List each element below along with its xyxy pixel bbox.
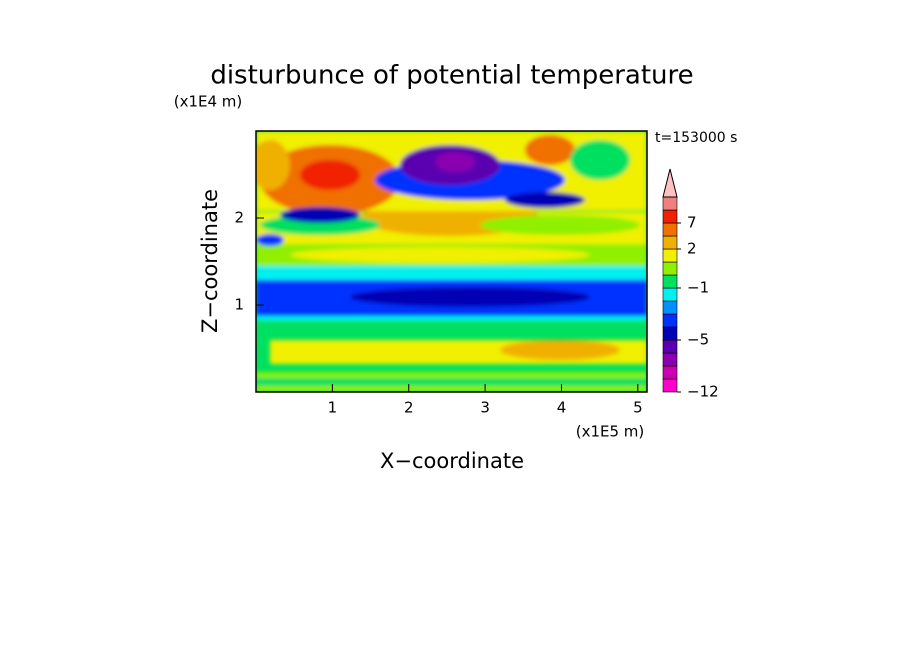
colorbar-swatch (662, 326, 678, 341)
colorbar-swatch (662, 274, 678, 289)
contour-field (256, 131, 647, 392)
chart-title: disturbunce of potential temperature (210, 61, 693, 91)
colorbar-tick-label: −1 (687, 279, 709, 297)
x-tick-label: 3 (480, 399, 490, 417)
colorbar-tick-label: −12 (687, 383, 719, 401)
colorbar-swatch (662, 261, 678, 276)
x-tick-label: 1 (328, 399, 338, 417)
colorbar-swatch (662, 378, 678, 393)
x-axis-label: X−coordinate (380, 449, 524, 473)
y-tick-label: 2 (234, 209, 244, 227)
colorbar-tick-label: 7 (687, 214, 697, 232)
colorbar-swatch (662, 365, 678, 380)
colorbar-swatch (662, 313, 678, 328)
x-tick-label: 5 (633, 399, 643, 417)
colorbar-swatch (662, 196, 678, 211)
y-unit: (x1E4 m) (174, 93, 243, 111)
colorbar-tick-label: 2 (687, 240, 697, 258)
y-tick-label: 1 (234, 296, 244, 314)
annotation: t=153000 s (655, 130, 737, 146)
colorbar-swatch (662, 352, 678, 367)
x-tick-label: 4 (557, 399, 567, 417)
colorbar-swatch (662, 248, 678, 263)
colorbar-swatch (662, 339, 678, 354)
colorbar-swatch (662, 235, 678, 250)
colorbar-extend (662, 168, 678, 198)
colorbar-swatch (662, 222, 678, 237)
colorbar-tick-label: −5 (687, 331, 709, 349)
colorbar-swatch (662, 209, 678, 224)
x-tick-label: 2 (404, 399, 414, 417)
colorbar-swatch (662, 287, 678, 302)
x-unit: (x1E5 m) (576, 423, 645, 441)
colorbar-swatch (662, 300, 678, 315)
plot-frame (255, 130, 648, 393)
y-axis-label: Z−coordinate (198, 189, 222, 333)
